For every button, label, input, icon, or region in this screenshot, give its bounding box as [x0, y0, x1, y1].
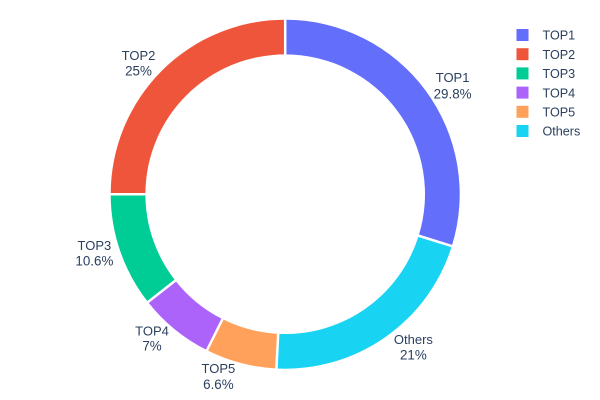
svg-text:6.6%: 6.6%	[203, 377, 234, 392]
svg-text:TOP3: TOP3	[78, 238, 112, 253]
svg-text:Others: Others	[543, 125, 581, 139]
svg-text:TOP2: TOP2	[543, 48, 576, 62]
svg-text:TOP4: TOP4	[543, 86, 576, 100]
svg-text:TOP2: TOP2	[122, 48, 156, 63]
svg-text:21%: 21%	[400, 348, 427, 363]
svg-text:TOP1: TOP1	[436, 70, 470, 85]
svg-text:TOP5: TOP5	[543, 106, 576, 120]
svg-text:7%: 7%	[142, 339, 161, 354]
svg-text:TOP3: TOP3	[543, 67, 576, 81]
svg-text:10.6%: 10.6%	[75, 253, 113, 268]
svg-text:TOP5: TOP5	[202, 361, 236, 376]
svg-text:TOP4: TOP4	[135, 323, 169, 338]
svg-text:25%: 25%	[125, 64, 152, 79]
svg-text:TOP1: TOP1	[543, 29, 576, 43]
svg-text:29.8%: 29.8%	[434, 86, 472, 101]
svg-text:Others: Others	[394, 332, 434, 347]
